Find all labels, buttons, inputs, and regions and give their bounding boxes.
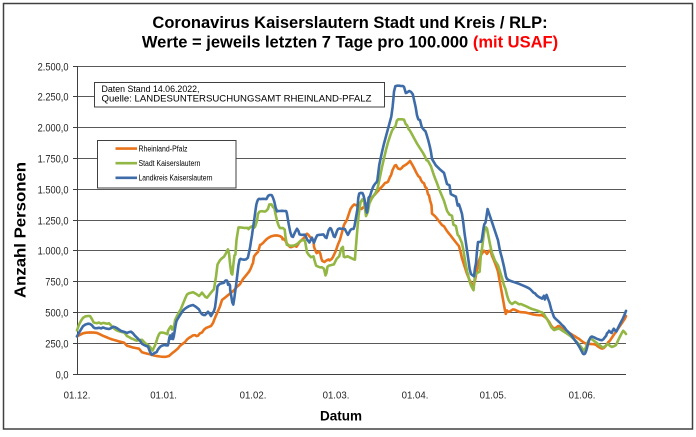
svg-text:Rheinland-Pfalz: Rheinland-Pfalz bbox=[139, 144, 188, 153]
svg-text:2.500,0: 2.500,0 bbox=[38, 62, 69, 74]
svg-text:01.05.: 01.05. bbox=[480, 389, 507, 401]
svg-text:Stadt Kaiserslautern: Stadt Kaiserslautern bbox=[139, 159, 201, 168]
svg-text:1.250,0: 1.250,0 bbox=[38, 216, 69, 228]
svg-text:2.000,0: 2.000,0 bbox=[38, 123, 69, 135]
svg-text:Anzahl Personen: Anzahl Personen bbox=[13, 162, 30, 298]
svg-text:0,0: 0,0 bbox=[56, 370, 69, 382]
svg-text:01.12.: 01.12. bbox=[64, 389, 91, 401]
svg-text:Datum: Datum bbox=[320, 409, 362, 424]
svg-text:750,0: 750,0 bbox=[45, 277, 68, 289]
svg-text:01.06.: 01.06. bbox=[569, 389, 596, 401]
svg-text:500,0: 500,0 bbox=[45, 308, 68, 320]
svg-text:1.000,0: 1.000,0 bbox=[38, 246, 69, 258]
svg-text:250,0: 250,0 bbox=[45, 339, 68, 351]
svg-text:1.500,0: 1.500,0 bbox=[38, 185, 69, 197]
svg-text:01.04.: 01.04. bbox=[402, 389, 429, 401]
svg-text:Daten Stand 14.06.2022,: Daten Stand 14.06.2022, bbox=[102, 84, 200, 94]
svg-text:01.01.: 01.01. bbox=[150, 389, 177, 401]
svg-text:01.02.: 01.02. bbox=[240, 389, 267, 401]
svg-text:2.250,0: 2.250,0 bbox=[38, 92, 69, 104]
svg-text:Quelle: LANDESUNTERSUCHUNGSAMT: Quelle: LANDESUNTERSUCHUNGSAMT RHEINLAND… bbox=[102, 94, 373, 104]
svg-text:Werte = jeweils letzten 7 Tage: Werte = jeweils letzten 7 Tage pro 100.0… bbox=[142, 34, 558, 52]
svg-text:1.750,0: 1.750,0 bbox=[38, 154, 69, 166]
svg-text:Coronavirus Kaiserslautern Sta: Coronavirus Kaiserslautern Stadt und Kre… bbox=[152, 14, 547, 32]
svg-text:Landkreis Kaiserslautern: Landkreis Kaiserslautern bbox=[139, 174, 213, 183]
svg-text:01.03.: 01.03. bbox=[323, 389, 350, 401]
